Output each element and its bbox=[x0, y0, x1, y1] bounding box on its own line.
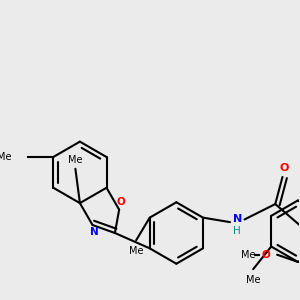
Text: H: H bbox=[233, 226, 241, 236]
Text: Me: Me bbox=[241, 250, 255, 260]
Text: O: O bbox=[280, 163, 289, 173]
Text: N: N bbox=[233, 214, 242, 224]
Text: Me: Me bbox=[0, 152, 12, 162]
Text: Me: Me bbox=[68, 155, 83, 165]
Text: O: O bbox=[262, 250, 271, 260]
Text: N: N bbox=[90, 227, 99, 237]
Text: O: O bbox=[117, 197, 125, 207]
Text: Me: Me bbox=[129, 246, 143, 256]
Text: Me: Me bbox=[246, 275, 260, 285]
